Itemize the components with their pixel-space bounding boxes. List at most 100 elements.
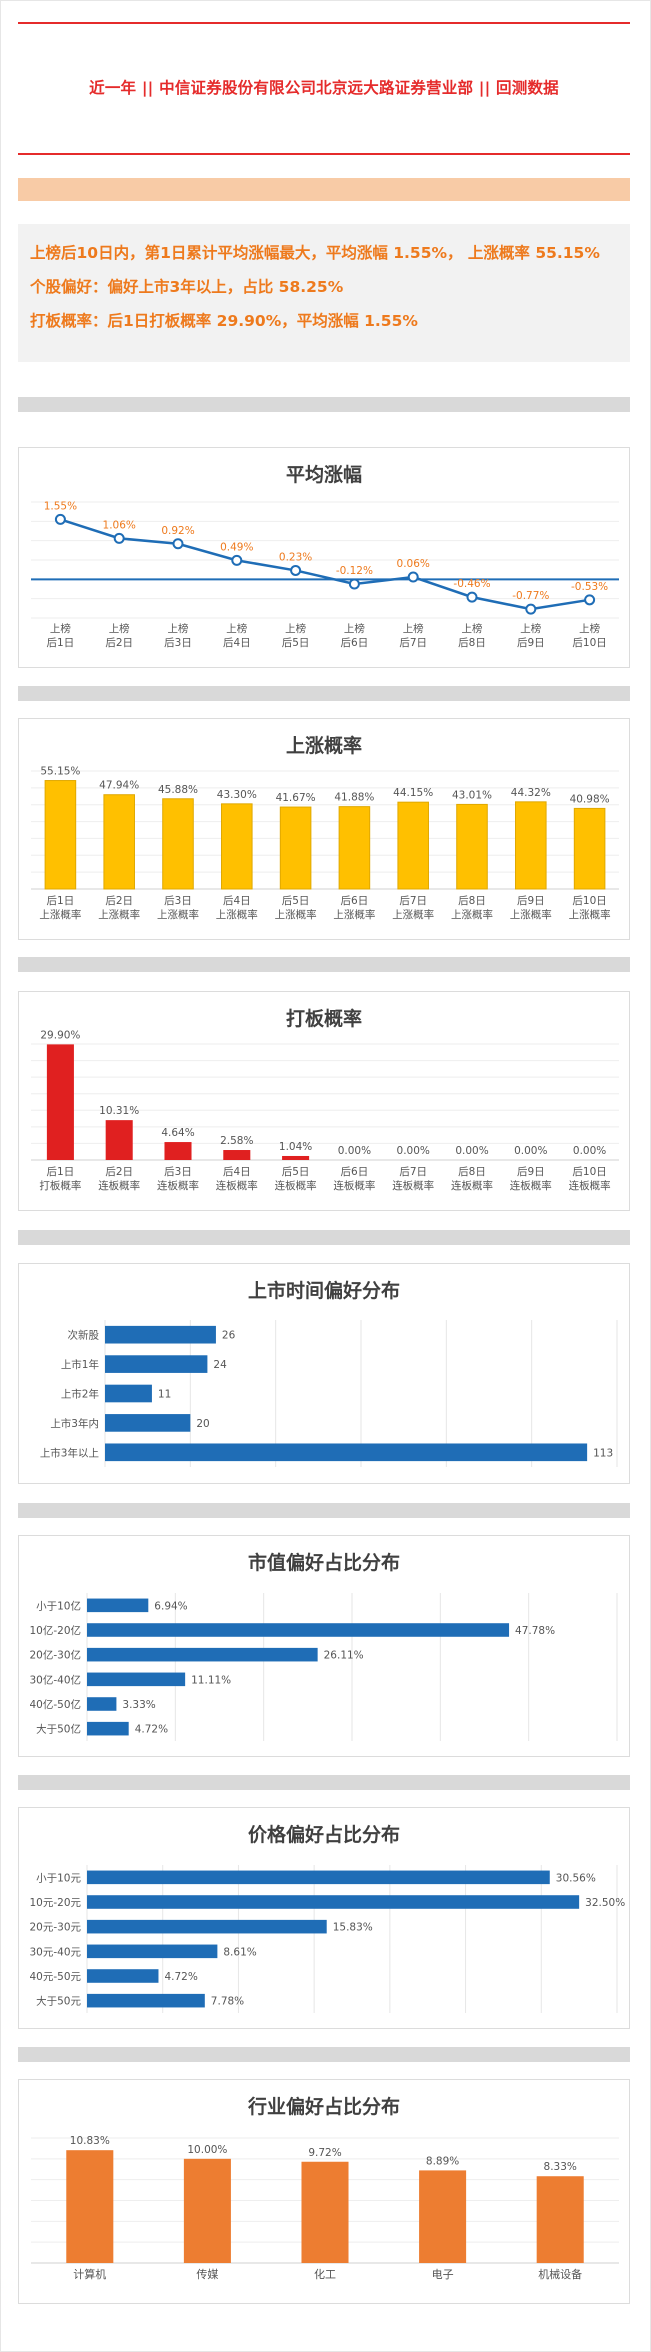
bar <box>162 798 194 890</box>
data-point <box>231 554 243 566</box>
data-label: 8.89% <box>426 2155 459 2167</box>
chart-title: 上涨概率 <box>285 735 362 757</box>
x-tick-label: 上榜后1日 <box>47 622 75 649</box>
data-label: 11.11% <box>191 1674 231 1686</box>
data-label: 4.64% <box>161 1127 194 1139</box>
data-label: 4.72% <box>164 1971 197 1983</box>
x-tick-label: 上榜后10日 <box>572 622 606 649</box>
data-label: 0.00% <box>338 1145 371 1157</box>
x-tick-label: 上榜后3日 <box>164 622 192 649</box>
up-probability-plot: 55.15% 后1日上涨概率 47.94% 后2日上涨概率 45.88% 后3日上涨概率 4… <box>31 766 619 921</box>
bar <box>183 2158 231 2263</box>
data-label: 1.55% <box>44 500 77 512</box>
up-probability-chart: 上涨概率 55.15% 后1日上涨概率 47.94% 后2日上涨概率 45.88% 后3日… <box>18 718 630 940</box>
bar <box>87 1598 149 1613</box>
x-tick-label: 上榜后4日 <box>223 622 251 649</box>
data-label: 30.56% <box>556 1872 596 1884</box>
data-point <box>172 538 184 550</box>
y-tick-label: 大于50元 <box>36 1995 81 2008</box>
limit-up-probability-chart: 打板概率 29.90% 后1日打板概率 10.31% 后2日连板概率 4.64% 后3日连… <box>18 991 630 1211</box>
data-label: 113 <box>593 1447 613 1459</box>
data-point <box>290 564 302 576</box>
data-point <box>466 591 478 603</box>
x-tick-label: 后5日上涨概率 <box>275 895 317 921</box>
data-label: 1.04% <box>279 1141 312 1153</box>
bar <box>87 1969 159 1983</box>
y-tick-label: 40元-50元 <box>29 1971 81 1983</box>
x-tick-label: 后8日连板概率 <box>451 1166 493 1192</box>
y-tick-label: 次新股 <box>68 1329 100 1342</box>
data-label: 44.32% <box>511 787 551 799</box>
x-tick-label: 机械设备 <box>538 2267 582 2281</box>
x-tick-label: 电子 <box>432 2268 454 2281</box>
bar <box>105 1443 588 1462</box>
x-tick-label: 后10日上涨概率 <box>569 895 611 921</box>
summary-panel: 上榜后10日内，第1日累计平均涨幅最大，平均涨幅 1.55%， 上涨概率 55.… <box>18 224 630 362</box>
limit-up-probability-plot: 29.90% 后1日打板概率 10.31% 后2日连板概率 4.64% 后3日连板概率 2.… <box>31 1029 619 1192</box>
data-label: 0.00% <box>397 1145 430 1157</box>
data-label: 0.92% <box>161 525 194 537</box>
section-divider <box>18 1230 630 1245</box>
bar <box>397 801 429 890</box>
data-label: 15.83% <box>333 1922 373 1934</box>
data-label: 8.33% <box>544 2161 577 2173</box>
bar <box>223 1150 251 1160</box>
industry-chart: 行业偏好占比分布 10.83% 计算机 10.00% 传媒 9.72% 化工 8.89% 电子… <box>18 2079 630 2304</box>
summary-line-2: 个股偏好：偏好上市3年以上，占比 58.25% <box>30 278 344 296</box>
data-label: 10.83% <box>70 2135 110 2147</box>
x-tick-label: 后6日上涨概率 <box>333 895 375 921</box>
bar <box>279 806 312 890</box>
chart-title: 平均涨幅 <box>285 464 362 486</box>
data-label: -0.53% <box>571 581 608 593</box>
data-point <box>54 513 66 525</box>
x-tick-label: 计算机 <box>73 2267 106 2281</box>
data-label: 1.06% <box>103 519 136 531</box>
data-label: 0.49% <box>220 541 253 553</box>
y-tick-label: 30亿-40亿 <box>29 1673 81 1686</box>
data-point <box>348 578 360 590</box>
bar <box>105 1355 208 1373</box>
bar <box>573 807 606 890</box>
data-label: 26.11% <box>324 1650 364 1662</box>
y-tick-label: 大于50亿 <box>36 1723 81 1736</box>
x-tick-label: 上榜后5日 <box>282 622 310 649</box>
bar <box>46 1044 74 1160</box>
bar <box>221 803 253 890</box>
bottom-red-rule <box>18 153 630 155</box>
avg-gain-chart: 平均涨幅 1.55% 上榜后1日 1.06% 上榜后2日 0.92% 上榜后3日 0.49%… <box>18 447 630 668</box>
y-tick-label: 30元-40元 <box>29 1946 81 1958</box>
x-tick-label: 上榜后8日 <box>458 622 486 649</box>
data-label: -0.12% <box>336 565 373 577</box>
data-point <box>584 594 596 606</box>
data-label: 0.06% <box>397 558 430 570</box>
x-tick-label: 后7日连板概率 <box>392 1166 434 1192</box>
section-divider <box>18 1503 630 1518</box>
x-tick-label: 后3日上涨概率 <box>157 895 199 921</box>
bar <box>536 2176 584 2263</box>
x-tick-label: 后1日上涨概率 <box>39 895 81 921</box>
listing-time-plot: 26 次新股 24 上市1年 11 上市2年 20 上市3年内 113 上市3年以上 <box>40 1320 618 1467</box>
bar <box>66 2150 114 2263</box>
x-tick-label: 上榜后6日 <box>341 622 369 649</box>
bar <box>103 794 135 890</box>
data-label: 2.58% <box>220 1135 253 1147</box>
page-title: 近一年 || 中信证券股份有限公司北京远大路证券营业部 || 回测数据 <box>89 79 559 97</box>
y-tick-label: 40亿-50亿 <box>29 1698 81 1711</box>
bar <box>105 1325 216 1344</box>
bar <box>338 806 371 890</box>
data-label: 0.00% <box>573 1145 606 1157</box>
data-label: 26 <box>222 1330 236 1342</box>
bar <box>282 1155 310 1160</box>
data-label: 41.67% <box>276 792 316 804</box>
bar <box>105 1414 191 1432</box>
industry-plot: 10.83% 计算机 10.00% 传媒 9.72% 化工 8.89% 电子 8.33% 机械设备 <box>31 2135 619 2281</box>
data-label: 29.90% <box>40 1029 80 1041</box>
x-tick-label: 后7日上涨概率 <box>392 895 434 921</box>
section-divider <box>18 2047 630 2062</box>
data-label: 44.15% <box>393 787 433 799</box>
bar <box>515 801 547 890</box>
data-label: -0.77% <box>512 590 549 602</box>
x-tick-label: 后2日上涨概率 <box>98 895 140 921</box>
data-label: 43.01% <box>452 789 492 801</box>
data-label: 47.78% <box>515 1625 555 1637</box>
